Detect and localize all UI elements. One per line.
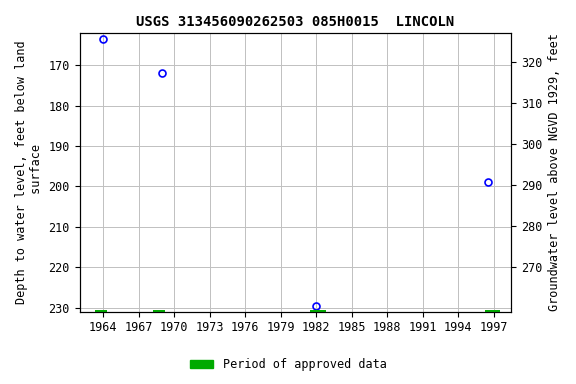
Y-axis label: Groundwater level above NGVD 1929, feet: Groundwater level above NGVD 1929, feet (548, 33, 561, 311)
Y-axis label: Depth to water level, feet below land
 surface: Depth to water level, feet below land su… (15, 41, 43, 304)
Legend: Period of approved data: Period of approved data (185, 354, 391, 376)
Title: USGS 313456090262503 085H0015  LINCOLN: USGS 313456090262503 085H0015 LINCOLN (137, 15, 454, 29)
